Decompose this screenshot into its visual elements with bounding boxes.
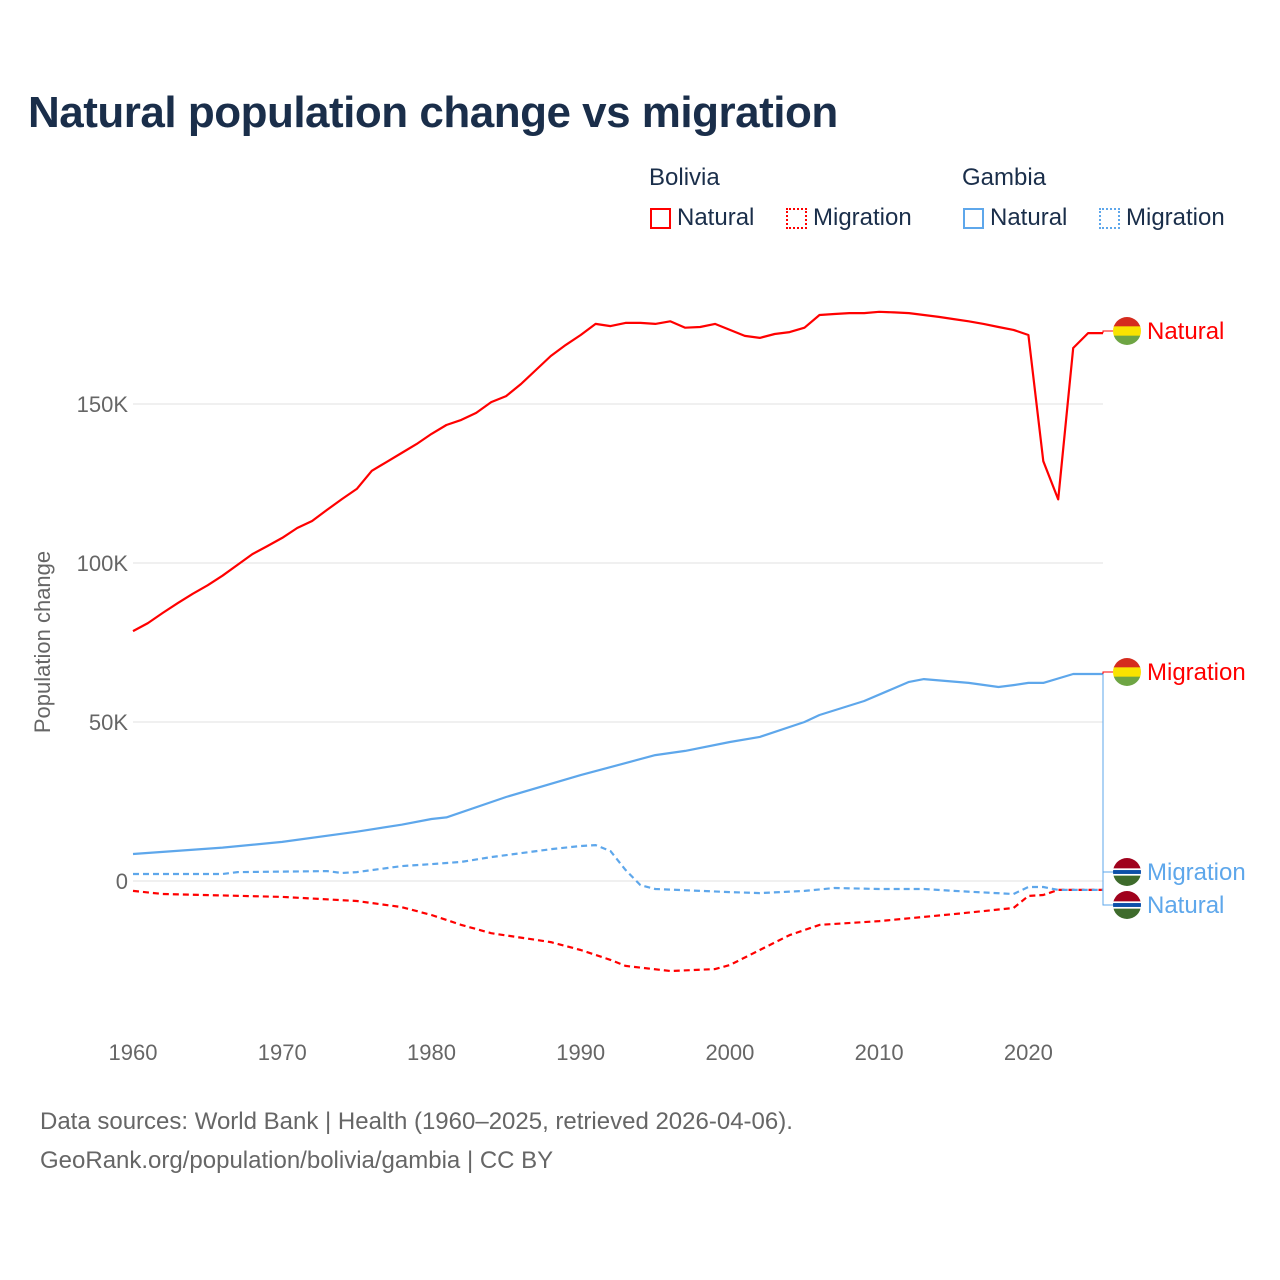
series-line-gambia-migration — [133, 844, 1103, 896]
legend-label: Migration — [1126, 204, 1225, 231]
series-line-bolivia-natural — [132, 310, 1103, 633]
x-tick-label: 1960 — [109, 1040, 158, 1065]
flag-bolivia-icon — [1113, 658, 1141, 686]
series-line-bolivia-migration — [132, 888, 1103, 973]
label-connector — [1102, 671, 1113, 890]
end-label-gambia-natural: Natural — [1147, 892, 1224, 919]
legend-swatch-solid — [963, 207, 984, 229]
x-tick-label: 2020 — [1004, 1040, 1053, 1065]
x-tick-label: 1970 — [258, 1040, 307, 1065]
legend-item-gambia-migration[interactable]: Migration — [1099, 204, 1225, 232]
x-tick-label: 2010 — [855, 1040, 904, 1065]
legend-label: Migration — [813, 204, 912, 231]
x-tick-label: 1980 — [407, 1040, 456, 1065]
label-connector — [1102, 673, 1113, 906]
legend-swatch-dotted — [786, 207, 807, 229]
label-connector — [1102, 330, 1113, 334]
legend-item-bolivia-natural[interactable]: Natural — [650, 204, 754, 232]
legend-item-gambia-natural[interactable]: Natural — [963, 204, 1067, 232]
footer-attribution: GeoRank.org/population/bolivia/gambia | … — [40, 1147, 554, 1174]
flag-gambia-icon — [1113, 891, 1141, 919]
label-connector — [1102, 871, 1113, 890]
legend-swatch-solid — [650, 207, 671, 229]
flag-gambia-icon — [1113, 858, 1141, 886]
chart-title: Natural population change vs migration — [28, 88, 838, 137]
legend-swatch-dotted — [1099, 207, 1120, 229]
series-line-gambia-natural — [132, 672, 1103, 856]
y-tick-label: 100K — [77, 551, 129, 576]
end-label-bolivia-natural: Natural — [1147, 318, 1224, 345]
end-label-gambia-migration: Migration — [1147, 859, 1246, 886]
legend-group-bolivia: Bolivia — [649, 164, 720, 191]
y-tick-label: 50K — [89, 710, 128, 735]
legend-item-bolivia-migration[interactable]: Migration — [786, 204, 912, 232]
legend-group-gambia: Gambia — [962, 164, 1047, 191]
x-tick-label: 2000 — [705, 1040, 754, 1065]
y-axis-label: Population change — [30, 551, 55, 733]
footer-sources: Data sources: World Bank | Health (1960–… — [40, 1108, 793, 1135]
x-tick-label: 1990 — [556, 1040, 605, 1065]
y-tick-label: 0 — [116, 869, 128, 894]
end-label-bolivia-migration: Migration — [1147, 659, 1246, 686]
legend-label: Natural — [677, 204, 755, 231]
y-tick-label: 150K — [77, 392, 129, 417]
flag-bolivia-icon — [1113, 317, 1141, 345]
legend-label: Natural — [990, 204, 1068, 231]
